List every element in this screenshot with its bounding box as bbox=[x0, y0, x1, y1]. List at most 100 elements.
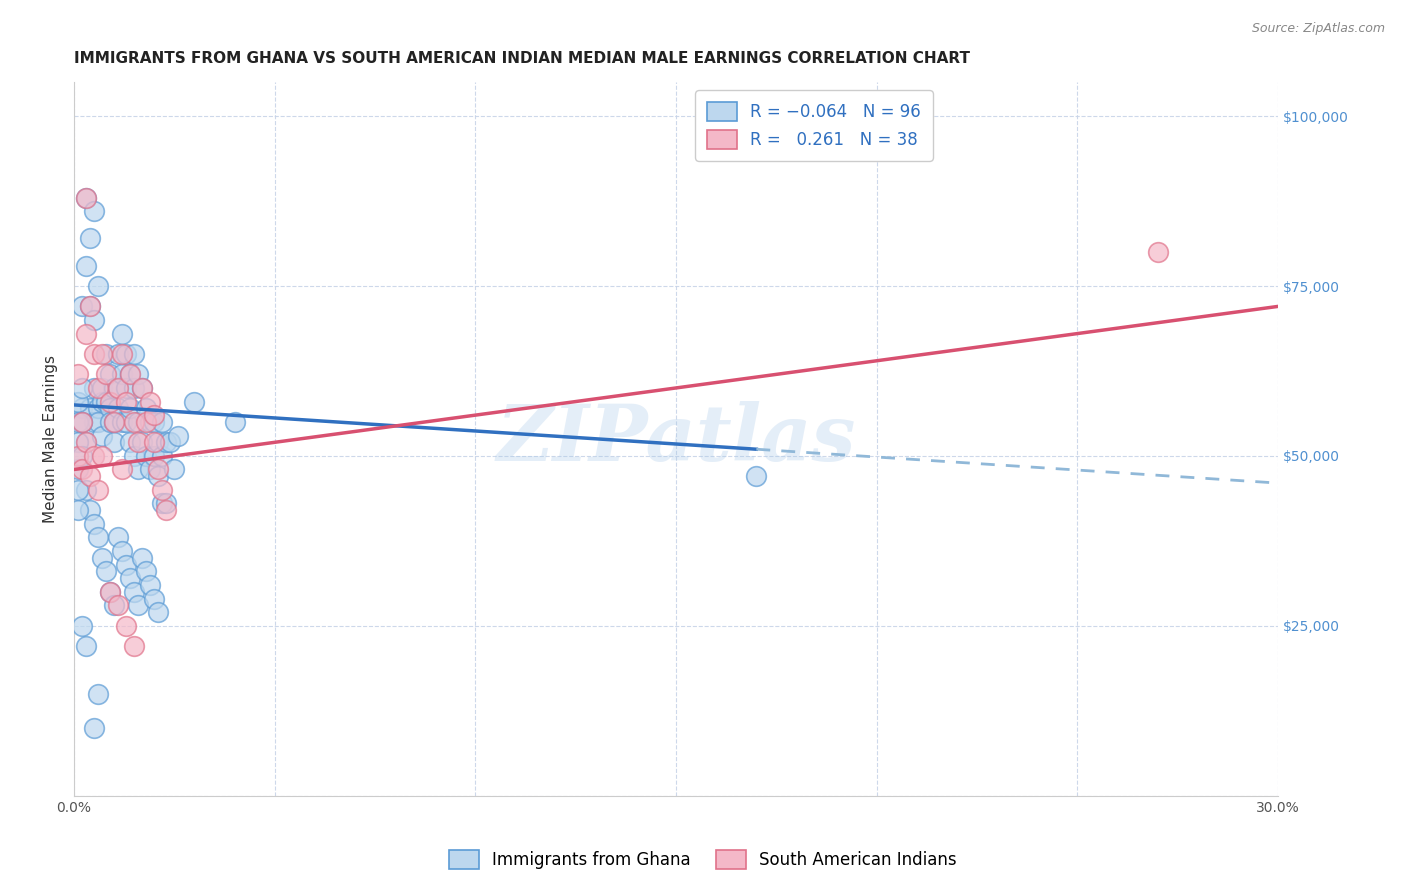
Point bbox=[150, 496, 173, 510]
Point bbox=[120, 435, 142, 450]
Point bbox=[135, 449, 157, 463]
Point bbox=[67, 503, 90, 517]
Point bbox=[98, 401, 121, 416]
Point bbox=[98, 415, 121, 429]
Point bbox=[120, 401, 142, 416]
Point bbox=[127, 415, 149, 429]
Point bbox=[87, 531, 110, 545]
Point bbox=[745, 469, 768, 483]
Point bbox=[124, 639, 146, 653]
Point bbox=[143, 449, 166, 463]
Point bbox=[75, 435, 97, 450]
Point bbox=[91, 347, 114, 361]
Point bbox=[98, 394, 121, 409]
Point bbox=[115, 619, 138, 633]
Point bbox=[67, 394, 90, 409]
Point bbox=[120, 571, 142, 585]
Point bbox=[83, 347, 105, 361]
Point bbox=[79, 231, 101, 245]
Point bbox=[107, 381, 129, 395]
Point bbox=[107, 381, 129, 395]
Point bbox=[163, 462, 186, 476]
Point bbox=[115, 558, 138, 572]
Point bbox=[79, 299, 101, 313]
Point bbox=[115, 347, 138, 361]
Point bbox=[143, 435, 166, 450]
Point bbox=[70, 462, 93, 476]
Point bbox=[75, 191, 97, 205]
Point bbox=[67, 483, 90, 497]
Point bbox=[159, 435, 181, 450]
Point bbox=[120, 368, 142, 382]
Point bbox=[139, 462, 162, 476]
Point bbox=[75, 483, 97, 497]
Point bbox=[67, 462, 90, 476]
Point bbox=[139, 394, 162, 409]
Point bbox=[75, 191, 97, 205]
Point bbox=[103, 435, 125, 450]
Point bbox=[167, 428, 190, 442]
Point bbox=[127, 462, 149, 476]
Point bbox=[131, 435, 153, 450]
Point bbox=[148, 469, 170, 483]
Point bbox=[96, 565, 118, 579]
Point bbox=[111, 544, 134, 558]
Point bbox=[98, 584, 121, 599]
Point bbox=[98, 368, 121, 382]
Point bbox=[83, 381, 105, 395]
Point bbox=[155, 435, 177, 450]
Point bbox=[83, 204, 105, 219]
Point bbox=[135, 565, 157, 579]
Legend: R = −0.064   N = 96, R =   0.261   N = 38: R = −0.064 N = 96, R = 0.261 N = 38 bbox=[695, 90, 932, 161]
Point bbox=[91, 550, 114, 565]
Point bbox=[75, 326, 97, 341]
Point bbox=[83, 313, 105, 327]
Point bbox=[91, 381, 114, 395]
Point bbox=[150, 483, 173, 497]
Y-axis label: Median Male Earnings: Median Male Earnings bbox=[44, 355, 58, 523]
Point bbox=[111, 462, 134, 476]
Point bbox=[107, 401, 129, 416]
Point bbox=[127, 368, 149, 382]
Point bbox=[87, 279, 110, 293]
Point bbox=[155, 503, 177, 517]
Point bbox=[96, 347, 118, 361]
Point bbox=[103, 415, 125, 429]
Point bbox=[148, 462, 170, 476]
Point bbox=[115, 415, 138, 429]
Point bbox=[70, 619, 93, 633]
Point bbox=[75, 259, 97, 273]
Point bbox=[124, 415, 146, 429]
Point bbox=[139, 578, 162, 592]
Point bbox=[224, 415, 246, 429]
Point bbox=[131, 381, 153, 395]
Point bbox=[143, 408, 166, 422]
Point bbox=[91, 428, 114, 442]
Point bbox=[70, 401, 93, 416]
Point bbox=[67, 435, 90, 450]
Point bbox=[183, 394, 205, 409]
Point bbox=[135, 415, 157, 429]
Point bbox=[107, 599, 129, 613]
Point bbox=[79, 503, 101, 517]
Point bbox=[131, 550, 153, 565]
Point bbox=[143, 415, 166, 429]
Point bbox=[124, 347, 146, 361]
Point bbox=[83, 449, 105, 463]
Point bbox=[120, 368, 142, 382]
Point bbox=[70, 415, 93, 429]
Point bbox=[131, 381, 153, 395]
Point bbox=[87, 401, 110, 416]
Point bbox=[67, 449, 90, 463]
Point bbox=[87, 381, 110, 395]
Point bbox=[150, 415, 173, 429]
Text: Source: ZipAtlas.com: Source: ZipAtlas.com bbox=[1251, 22, 1385, 36]
Point bbox=[111, 368, 134, 382]
Point bbox=[1146, 245, 1168, 260]
Point bbox=[96, 394, 118, 409]
Point bbox=[70, 449, 93, 463]
Point bbox=[127, 435, 149, 450]
Point bbox=[75, 639, 97, 653]
Point bbox=[79, 299, 101, 313]
Point bbox=[83, 415, 105, 429]
